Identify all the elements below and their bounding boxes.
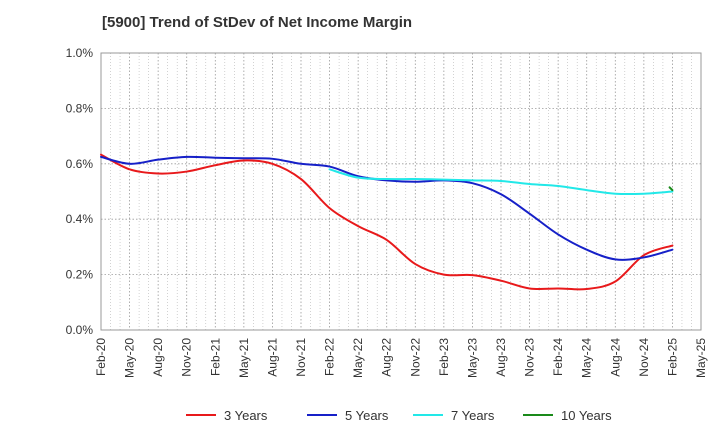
series-line-3-years — [100, 153, 674, 291]
x-tick-label: Feb-25 — [665, 338, 679, 376]
x-tick-label: Aug-23 — [494, 338, 508, 377]
plot-frame — [100, 52, 702, 331]
x-tick-label: Aug-24 — [608, 338, 622, 377]
series-line-10-years — [668, 186, 674, 192]
series-line-5-years — [100, 155, 674, 261]
x-tick-label: Nov-23 — [523, 338, 537, 377]
x-tick-label: May-21 — [237, 338, 251, 378]
x-tick-label: Aug-21 — [265, 338, 279, 377]
legend-label: 5 Years — [345, 408, 389, 423]
x-tick-label: May-23 — [465, 338, 479, 378]
y-tick-label: 0.0% — [66, 323, 94, 337]
x-tick-label: Feb-22 — [323, 338, 337, 376]
legend-label: 7 Years — [451, 408, 495, 423]
y-tick-label: 0.6% — [66, 157, 94, 171]
x-tick-label: May-22 — [351, 338, 365, 378]
y-tick-label: 0.4% — [66, 212, 94, 226]
x-tick-label: May-24 — [580, 338, 594, 378]
y-axis-ticks: 0.0% 0.2% 0.4% 0.6% 0.8% 1.0% — [66, 46, 94, 337]
series-line-7-years — [328, 168, 674, 196]
x-tick-label: Nov-20 — [180, 338, 194, 377]
x-tick-label: Nov-21 — [294, 338, 308, 377]
legend: 3 Years 5 Years 7 Years 10 Years — [186, 408, 612, 423]
x-tick-label: Feb-20 — [94, 338, 108, 376]
x-tick-label: Aug-20 — [151, 338, 165, 377]
y-tick-label: 0.8% — [66, 101, 94, 115]
chart-title: [5900] Trend of StDev of Net Income Marg… — [102, 14, 413, 31]
x-axis-ticks: Feb-20 May-20 Aug-20 Nov-20 Feb-21 May-21 Aug-… — [94, 338, 708, 378]
x-tick-label: Feb-23 — [437, 338, 451, 376]
x-tick-label: Feb-21 — [208, 338, 222, 376]
grid-layer — [101, 53, 701, 330]
x-tick-label: Nov-22 — [408, 338, 422, 377]
legend-label: 3 Years — [224, 408, 268, 423]
x-tick-label: Feb-24 — [551, 338, 565, 376]
legend-label: 10 Years — [561, 408, 612, 423]
x-tick-label: Aug-22 — [380, 338, 394, 377]
x-tick-label: Nov-24 — [637, 338, 651, 377]
x-tick-label: May-25 — [694, 338, 708, 378]
series-layer — [100, 153, 674, 291]
y-tick-label: 1.0% — [66, 46, 94, 60]
x-tick-label: May-20 — [123, 338, 137, 378]
y-tick-label: 0.2% — [66, 268, 94, 282]
